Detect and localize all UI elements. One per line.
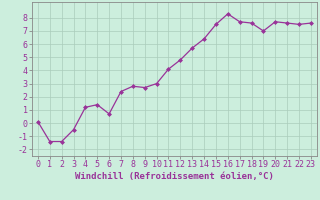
X-axis label: Windchill (Refroidissement éolien,°C): Windchill (Refroidissement éolien,°C) xyxy=(75,172,274,181)
